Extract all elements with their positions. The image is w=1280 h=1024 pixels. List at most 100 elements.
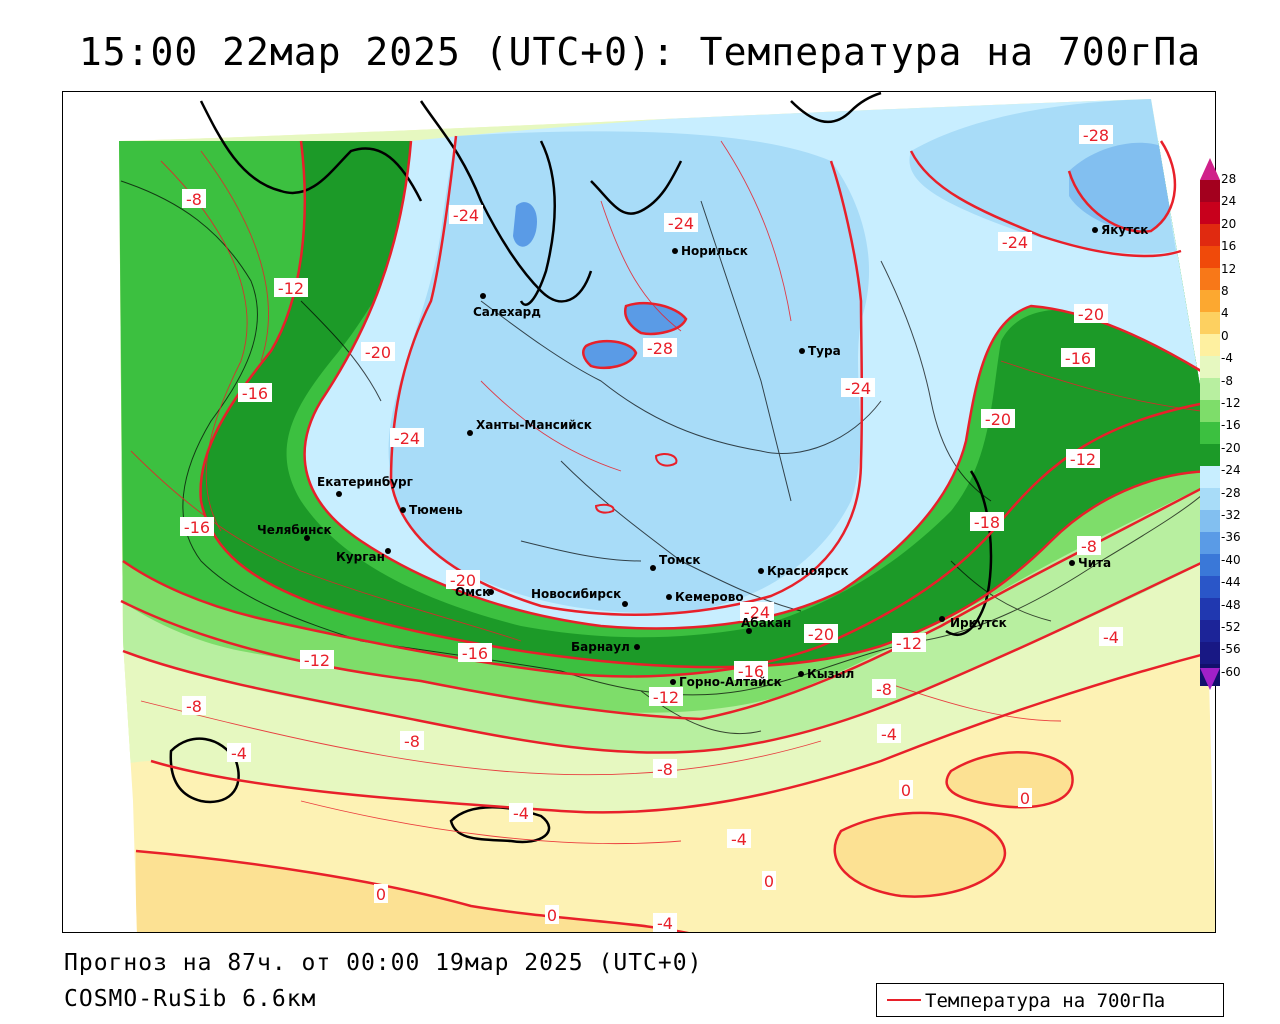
colorbar-tick-label: -32 xyxy=(1221,508,1241,522)
colorbar-cell xyxy=(1200,510,1220,532)
colorbar-cell xyxy=(1200,400,1220,422)
city-marker[interactable]: Горно-Алтайск xyxy=(670,675,782,689)
city-dot xyxy=(799,348,805,354)
city-marker[interactable]: Екатеринбург xyxy=(317,475,413,497)
city-marker[interactable]: Ханты-Мансийск xyxy=(467,418,592,436)
city-name: Салехард xyxy=(473,305,541,319)
contour-label-bg xyxy=(892,633,926,652)
cities: Норильск Якутск Салехард Тура Ханты-Мансийск… xyxy=(257,223,1148,689)
colorbar-tick-label: 28 xyxy=(1221,172,1237,186)
contour-value-label: -24 xyxy=(841,378,875,398)
city-dot xyxy=(798,671,804,677)
band-minus20 xyxy=(200,141,1215,668)
contour-label-bg xyxy=(981,409,1015,428)
contour-label-text: -24 xyxy=(1002,233,1028,252)
contour-label-text: -20 xyxy=(1078,305,1104,324)
city-marker[interactable]: Тюмень xyxy=(400,503,463,517)
colorbar xyxy=(1200,158,1220,690)
colorbar-tick-label: 20 xyxy=(1221,216,1237,231)
colorbar-tick-label: -4 xyxy=(1221,351,1233,366)
city-marker[interactable]: Иркутск xyxy=(939,616,1007,630)
city-name: Чита xyxy=(1078,556,1111,570)
city-name: Иркутск xyxy=(950,616,1007,630)
colorbar-cell xyxy=(1200,334,1220,356)
contour-value-label: -28 xyxy=(643,338,677,358)
contour-label-text: -8 xyxy=(876,680,892,699)
city-marker[interactable]: Новосибирск xyxy=(531,587,628,607)
colorbar-tick-label: -56 xyxy=(1221,642,1241,657)
contour-label-bg xyxy=(804,624,838,643)
city-marker[interactable]: Томск xyxy=(650,553,701,571)
city-name: Курган xyxy=(336,550,385,564)
forecast-info: Прогноз на 87ч. от 00:00 19мар 2025 (UTC… xyxy=(64,950,703,976)
contour-value-label: -16 xyxy=(458,643,492,663)
contour-label-bg xyxy=(1066,449,1100,468)
contour-labels: -28 -24 -24 -8 -24 -12 -20 -20 -28 -16 -24 -16 -24 -2… xyxy=(180,125,1123,932)
colorbar-cell xyxy=(1200,466,1220,488)
contour-label-bg xyxy=(509,803,533,822)
city-marker[interactable]: Челябинск xyxy=(257,523,332,541)
colorbar-cell xyxy=(1200,620,1220,642)
city-marker[interactable]: Кызыл xyxy=(798,667,854,681)
contour-value-label: -20 xyxy=(981,409,1015,429)
contour-label-bg xyxy=(390,428,424,447)
city-dot xyxy=(304,535,310,541)
contour-value-label: -18 xyxy=(970,512,1004,532)
city-name: Новосибирск xyxy=(531,587,621,601)
colorbar-cell xyxy=(1200,202,1220,224)
city-marker[interactable]: Барнаул xyxy=(571,640,640,654)
contour-label-text: -12 xyxy=(1070,450,1096,469)
contour-value-label: 0 xyxy=(374,884,388,904)
city-marker[interactable]: Салехард xyxy=(473,293,541,319)
contour-label-text: -18 xyxy=(974,513,1000,532)
contour-value-label: -4 xyxy=(1099,627,1123,647)
contour-value-label: -24 xyxy=(664,213,698,233)
contour-label-text: -12 xyxy=(896,634,922,653)
colorbar-tick-label: 12 xyxy=(1221,261,1237,276)
coastline xyxy=(169,92,993,844)
contour-value-label: -28 xyxy=(1079,125,1113,145)
city-marker[interactable]: Кемерово xyxy=(666,590,744,604)
contour-value-label: -24 xyxy=(998,232,1032,252)
contour-label-text: -20 xyxy=(985,410,1011,429)
contour-label-text: -24 xyxy=(668,214,694,233)
city-marker[interactable]: Тура xyxy=(799,344,841,358)
contour-label-bg xyxy=(1074,304,1108,323)
contour-label-bg xyxy=(877,724,901,743)
city-marker[interactable]: Чита xyxy=(1069,556,1111,570)
city-marker[interactable]: Абакан xyxy=(741,616,791,634)
city-name: Горно-Алтайск xyxy=(679,675,782,689)
city-marker[interactable]: Якутск xyxy=(1092,223,1148,237)
city-marker[interactable]: Курган xyxy=(336,548,391,564)
contour-label-bg xyxy=(458,643,492,662)
contour-value-label: -16 xyxy=(734,661,768,681)
contour-label-text: -24 xyxy=(845,379,871,398)
city-marker[interactable]: Омск xyxy=(455,585,494,599)
contour-label-bg xyxy=(1018,788,1032,807)
temperature-map[interactable]: -28 -24 -24 -8 -24 -12 -20 -20 -28 -16 -24 -16 -24 -2… xyxy=(63,92,1216,933)
city-marker[interactable]: Красноярск xyxy=(758,564,849,578)
contour-value-label: -4 xyxy=(227,743,251,763)
contour-label-text: -16 xyxy=(242,384,268,403)
city-name: Тюмень xyxy=(409,503,463,517)
map-frame[interactable]: -28 -24 -24 -8 -24 -12 -20 -20 -28 -16 -24 -16 -24 -2… xyxy=(62,91,1216,933)
contour-value-label: -4 xyxy=(509,803,533,823)
contour-value-label: -8 xyxy=(872,679,896,699)
map-title: 15:00 22мар 2025 (UTC+0): Температура на… xyxy=(78,30,1202,74)
city-marker[interactable]: Норильск xyxy=(672,244,748,258)
contour-label-bg xyxy=(1079,125,1113,144)
city-name: Тура xyxy=(808,344,841,358)
colorbar-tick-label: -36 xyxy=(1221,530,1241,545)
contour-label-text: -8 xyxy=(186,697,202,716)
colorbar-bottom-arrow xyxy=(1200,668,1220,690)
contour-label-text: 0 xyxy=(547,906,557,925)
contour-value-label: -8 xyxy=(182,696,206,716)
city-dot xyxy=(385,548,391,554)
contour-label-text: -16 xyxy=(184,518,210,537)
city-dot xyxy=(670,679,676,685)
contour-value-label: -4 xyxy=(653,913,677,932)
contour-label-text: -4 xyxy=(513,804,529,823)
contour-label-bg xyxy=(449,205,483,224)
colorbar-cell xyxy=(1200,378,1220,400)
colorbar-tick-label: -16 xyxy=(1221,418,1241,433)
